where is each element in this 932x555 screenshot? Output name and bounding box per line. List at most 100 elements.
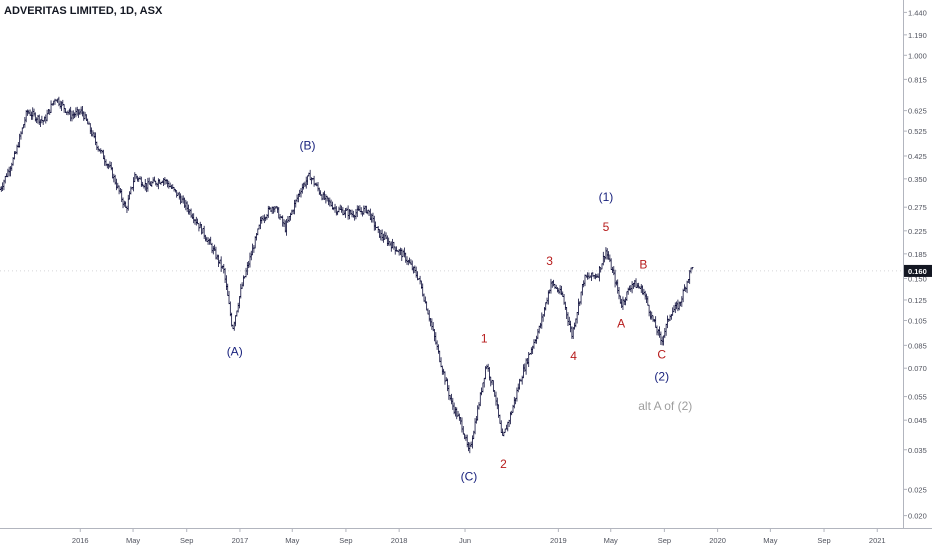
ohlc-bar <box>77 109 79 117</box>
ohlc-bar <box>192 213 194 223</box>
ohlc-bar <box>211 243 213 253</box>
y-tick-label: 0.025 <box>908 485 927 494</box>
x-tick-label: 2017 <box>232 536 249 545</box>
ohlc-bar <box>454 407 456 417</box>
ohlc-bar <box>386 235 388 246</box>
ohlc-bar <box>462 426 464 435</box>
ohlc-bar <box>645 294 647 303</box>
ohlc-bar <box>83 111 85 121</box>
ohlc-bar <box>569 321 571 332</box>
wave-label: (A) <box>227 344 243 358</box>
ohlc-bar <box>644 291 646 300</box>
ohlc-bar <box>458 414 460 421</box>
ohlc-bar <box>635 278 637 288</box>
ohlc-bar <box>499 415 501 424</box>
ohlc-bar <box>46 110 48 121</box>
ohlc-bar <box>624 297 626 305</box>
ohlc-bar <box>238 296 240 308</box>
ohlc-bar <box>496 398 498 410</box>
y-tick-label: 0.625 <box>908 107 927 116</box>
ohlc-bar <box>554 284 556 289</box>
ohlc-bar <box>539 323 541 328</box>
ohlc-bar <box>257 228 259 235</box>
x-tick-label: Sep <box>339 536 352 545</box>
ohlc-bar <box>598 266 600 281</box>
x-tick-label: Sep <box>817 536 830 545</box>
ohlc-bar <box>478 402 480 409</box>
x-tick-label: 2016 <box>72 536 89 545</box>
ohlc-bar <box>511 411 513 415</box>
ohlc-bar <box>333 207 335 210</box>
ohlc-bar <box>204 235 206 241</box>
ohlc-bar <box>399 248 401 256</box>
ohlc-bar <box>378 229 380 237</box>
ohlc-bar <box>686 281 688 293</box>
wave-label: A <box>617 316 625 330</box>
ohlc-bar <box>288 216 290 222</box>
ohlc-bar <box>73 112 75 118</box>
ohlc-bar <box>220 256 222 272</box>
ohlc-bar <box>456 407 458 419</box>
ohlc-bar <box>109 161 111 168</box>
y-tick-label: 0.035 <box>908 446 927 455</box>
ohlc-bar <box>344 208 346 218</box>
ohlc-bar <box>391 239 393 248</box>
ohlc-bar <box>182 195 184 203</box>
y-tick-label: 0.125 <box>908 296 927 305</box>
ohlc-bar <box>178 192 180 200</box>
ohlc-bar <box>440 357 442 367</box>
x-tick-label: Sep <box>658 536 671 545</box>
ohlc-bar <box>669 315 671 321</box>
ohlc-bar <box>221 266 223 269</box>
x-tick-label: May <box>763 536 777 545</box>
ohlc-bar <box>309 170 311 180</box>
ohlc-bar <box>620 299 622 308</box>
ohlc-bar <box>165 179 167 184</box>
ohlc-bar <box>117 183 119 189</box>
ohlc-bar <box>261 216 263 224</box>
ohlc-bar <box>640 284 642 293</box>
ohlc-bar <box>318 188 320 195</box>
ohlc-bar <box>467 442 469 451</box>
ohlc-bar <box>390 241 392 251</box>
ohlc-bar <box>538 326 540 334</box>
ohlc-bar <box>189 209 191 215</box>
ohlc-bar <box>666 316 668 329</box>
ohlc-bar <box>202 228 204 233</box>
wave-label: (B) <box>300 138 316 152</box>
ohlc-bar <box>406 256 408 265</box>
ohlc-bar <box>13 151 15 159</box>
ohlc-bar <box>681 296 683 307</box>
ohlc-bar <box>382 234 384 243</box>
ohlc-bar <box>483 378 485 387</box>
ohlc-bar <box>365 206 367 214</box>
ohlc-bar <box>52 101 54 106</box>
ohlc-bar <box>212 246 214 254</box>
ohlc-bar <box>425 301 427 310</box>
ohlc-bar <box>373 216 375 231</box>
wave-label: (2) <box>654 370 669 384</box>
ohlc-bar <box>564 302 566 310</box>
ohlc-bar <box>530 347 532 354</box>
y-tick-label: 0.045 <box>908 416 927 425</box>
ohlc-bar <box>316 183 318 187</box>
ohlc-bar <box>513 397 515 408</box>
ohlc-bar <box>295 200 297 208</box>
ohlc-bar <box>76 107 78 116</box>
ohlc-bar <box>219 260 221 264</box>
ohlc-bar <box>558 288 560 294</box>
ohlc-bar <box>605 247 607 259</box>
ohlc-bar <box>487 364 489 372</box>
ohlc-bar <box>347 205 349 219</box>
ohlc-bar <box>665 324 667 336</box>
ohlc-bar <box>4 176 6 183</box>
ohlc-bar <box>267 206 269 218</box>
ohlc-bar <box>603 256 605 262</box>
ohlc-bar <box>627 288 629 295</box>
ohlc-bar <box>278 207 280 219</box>
ohlc-bar <box>102 150 104 159</box>
ohlc-bar <box>437 344 439 353</box>
ohlc-bar <box>43 117 45 122</box>
